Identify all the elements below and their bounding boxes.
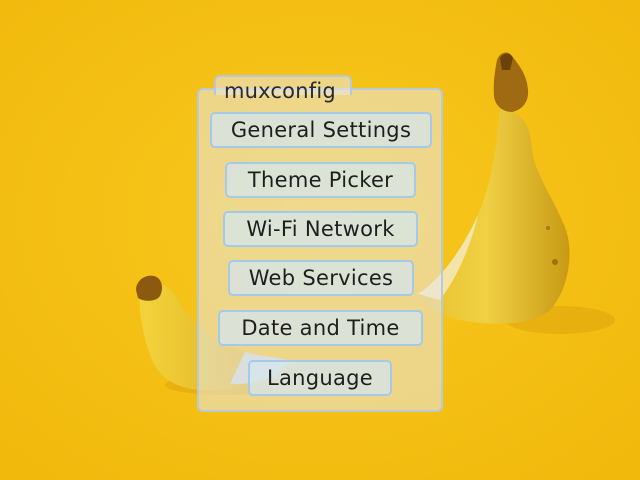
menu-item-general-settings[interactable]: General Settings bbox=[210, 112, 432, 148]
banana-right-spot bbox=[546, 226, 550, 230]
panel-title: muxconfig bbox=[224, 79, 336, 103]
banana-left-stem bbox=[136, 275, 162, 301]
menu-item-theme-picker[interactable]: Theme Picker bbox=[225, 162, 416, 198]
panel-title-tab bbox=[214, 75, 352, 95]
menu-item-wifi-network[interactable]: Wi-Fi Network bbox=[223, 211, 418, 247]
menu-item-language[interactable]: Language bbox=[248, 360, 392, 396]
banana-right-stem-tip bbox=[500, 53, 513, 70]
banana-right-spot bbox=[552, 259, 558, 265]
menu-item-date-and-time[interactable]: Date and Time bbox=[218, 310, 423, 346]
menu-item-web-services[interactable]: Web Services bbox=[228, 260, 414, 296]
